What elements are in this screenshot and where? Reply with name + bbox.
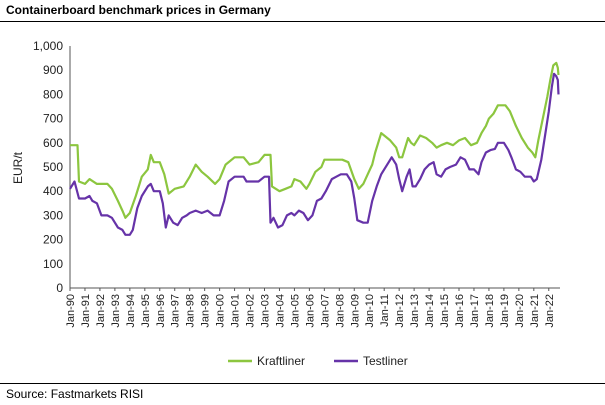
y-tick-label: 700 — [43, 112, 63, 126]
y-tick-label: 900 — [43, 63, 63, 77]
x-tick-label: Jan-13 — [409, 294, 421, 328]
x-tick-label: Jan-96 — [155, 294, 167, 328]
chart-title: Containerboard benchmark prices in Germa… — [6, 3, 271, 17]
line-chart: 0 100 200 300 400 500 600 700 800 900 1,000 Jan-90… — [11, 39, 560, 368]
x-tick-label: Jan-11 — [379, 294, 391, 327]
x-tick-label: Jan-14 — [424, 294, 436, 328]
y-tick-label: 500 — [43, 160, 63, 174]
axes — [69, 46, 560, 289]
x-tick-label: Jan-20 — [514, 294, 526, 328]
y-tick-label: 100 — [43, 257, 63, 271]
legend: Kraftliner Testliner — [228, 354, 408, 368]
x-tick-label: Jan-98 — [185, 294, 197, 328]
series-group — [69, 61, 560, 236]
y-tick-label: 200 — [43, 233, 63, 247]
x-tick-label: Jan-90 — [65, 294, 77, 328]
y-tick-label: 800 — [43, 87, 63, 101]
x-tick-label: Jan-08 — [334, 294, 346, 328]
source-note: Source: Fastmarkets RISI — [6, 387, 144, 401]
y-axis-ticks: 0 100 200 300 400 500 600 700 800 900 1,000 — [33, 39, 63, 295]
x-tick-label: Jan-02 — [245, 294, 257, 328]
y-tick-label: 600 — [43, 136, 63, 150]
x-tick-label: Jan-07 — [319, 294, 331, 328]
series-line-kraftliner — [70, 61, 560, 219]
top-rule — [0, 21, 605, 22]
y-tick-label: 0 — [56, 281, 63, 295]
y-tick-label: 400 — [43, 184, 63, 198]
x-tick-label: Jan-09 — [349, 294, 361, 328]
bottom-rule — [0, 383, 605, 384]
x-tick-label: Jan-95 — [140, 294, 152, 328]
y-tick-label: 1,000 — [33, 39, 63, 53]
x-tick-label: Jan-97 — [170, 294, 182, 328]
x-tick-label: Jan-00 — [215, 294, 227, 328]
x-tick-label: Jan-03 — [260, 294, 272, 328]
x-tick-label: Jan-05 — [289, 294, 301, 328]
x-tick-label: Jan-91 — [80, 294, 92, 328]
x-tick-label: Jan-16 — [454, 294, 466, 328]
x-tick-label: Jan-22 — [544, 294, 556, 328]
legend-label-testliner: Testliner — [363, 354, 408, 368]
x-tick-label: Jan-17 — [469, 294, 481, 328]
x-tick-label: Jan-04 — [274, 294, 286, 328]
x-tick-label: Jan-10 — [364, 294, 376, 328]
series-line-testliner — [69, 72, 560, 236]
x-tick-label: Jan-15 — [439, 294, 451, 328]
x-tick-label: Jan-01 — [230, 294, 242, 328]
x-tick-label: Jan-18 — [484, 294, 496, 328]
x-tick-label: Jan-21 — [529, 294, 541, 328]
x-tick-label: Jan-06 — [304, 294, 316, 328]
x-tick-label: Jan-19 — [499, 294, 511, 328]
x-axis-ticks: Jan-90 Jan-91 Jan-92 Jan-93 Jan-94 Jan-95 Jan-… — [65, 288, 556, 328]
x-tick-label: Jan-92 — [95, 294, 107, 328]
x-tick-label: Jan-12 — [394, 294, 406, 328]
x-tick-label: Jan-99 — [200, 294, 212, 328]
x-tick-label: Jan-94 — [125, 294, 137, 328]
y-axis-title: EUR/t — [11, 151, 25, 184]
x-tick-label: Jan-93 — [110, 294, 122, 328]
legend-label-kraftliner: Kraftliner — [257, 354, 305, 368]
y-tick-label: 300 — [43, 208, 63, 222]
